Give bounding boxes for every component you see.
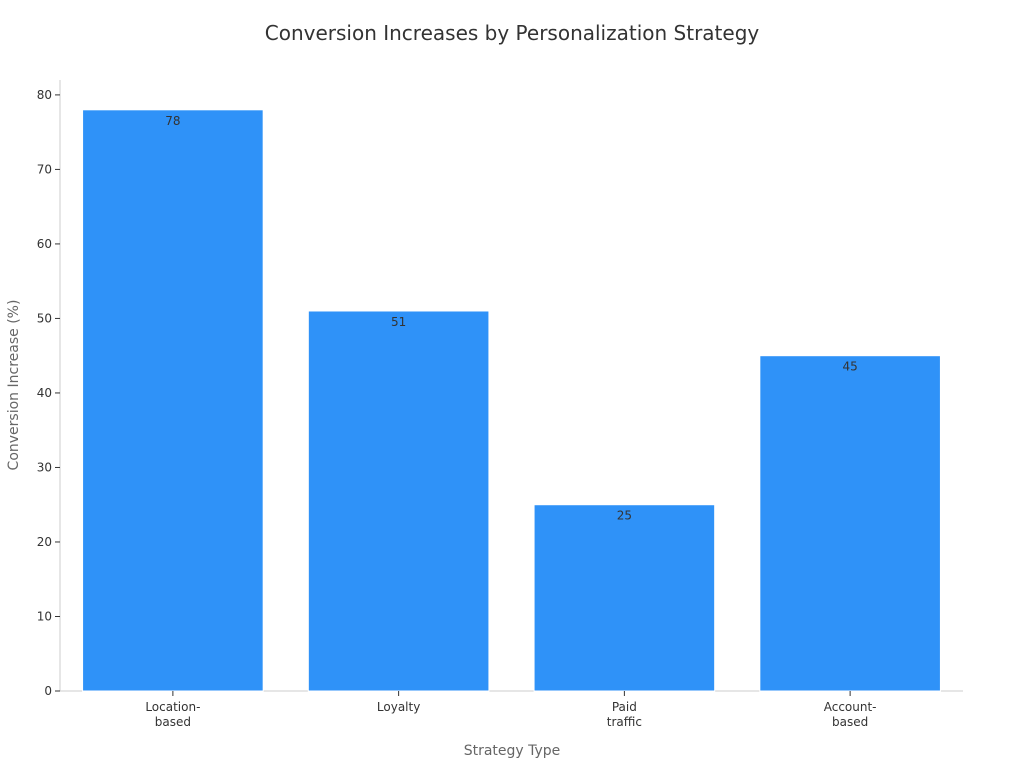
y-tick-label: 0 [44, 684, 52, 698]
y-tick-label: 80 [37, 88, 52, 102]
bar [82, 109, 264, 692]
data-label: 78 [165, 114, 180, 128]
x-axis-label: Strategy Type [464, 743, 561, 759]
plot-area: 0 10 20 30 40 50 60 70 80 78 Location-based 51 Loyal… [37, 80, 963, 729]
y-tick-label: 40 [37, 386, 52, 400]
bar [307, 310, 490, 692]
x-tick-label-line: traffic [607, 715, 642, 729]
x-tick-label-line: based [155, 715, 191, 729]
y-tick-label: 30 [37, 460, 52, 474]
x-tick-label-line: Location- [145, 700, 200, 714]
x-tick-label-line: Paid [612, 700, 637, 714]
chart-title: Conversion Increases by Personalization … [265, 21, 760, 45]
y-tick-label: 60 [37, 237, 52, 251]
x-tick-label-line: Loyalty [377, 700, 420, 714]
x-tick-label: Account-based [824, 700, 877, 729]
y-tick-label: 70 [37, 162, 52, 176]
y-tick-label: 20 [37, 535, 52, 549]
data-label: 45 [842, 360, 857, 374]
x-tick-label: Loyalty [377, 700, 420, 714]
data-label: 25 [617, 509, 632, 523]
x-tick-label-line: based [832, 715, 868, 729]
bar [759, 355, 941, 692]
x-tick-label-line: Account- [824, 700, 877, 714]
bar [533, 504, 716, 692]
x-tick-label: Location-based [145, 700, 200, 729]
x-tick-label: Paid traffic [607, 700, 642, 729]
data-label: 51 [391, 315, 406, 329]
y-tick-label: 10 [37, 609, 52, 623]
y-axis-label: Conversion Increase (%) [6, 300, 22, 471]
y-tick-label: 50 [37, 311, 52, 325]
